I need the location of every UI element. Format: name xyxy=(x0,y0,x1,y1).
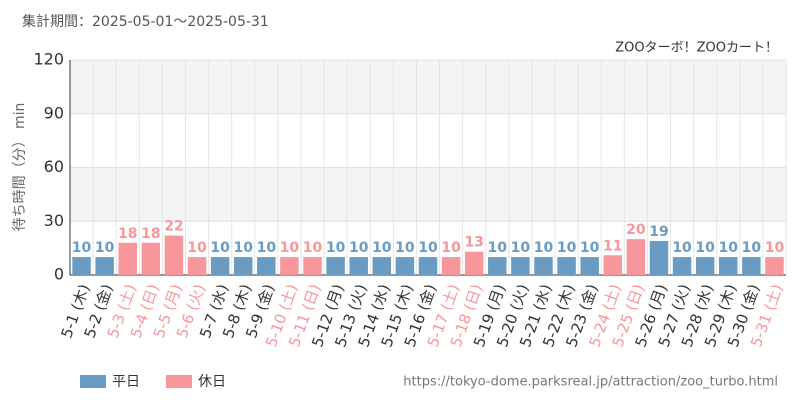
bar xyxy=(210,257,230,275)
bar xyxy=(649,240,669,275)
value-label: 10 xyxy=(349,240,369,256)
value-label: 10 xyxy=(395,240,415,256)
legend-label: 休日 xyxy=(198,374,226,390)
legend-swatch xyxy=(80,375,106,388)
bar xyxy=(257,257,276,275)
bar xyxy=(557,257,576,275)
bar xyxy=(164,235,184,275)
y-axis-label: 待ち時間（分） min xyxy=(12,103,28,232)
bar xyxy=(233,257,253,275)
bar xyxy=(695,257,715,275)
bar xyxy=(418,257,438,275)
bar xyxy=(118,242,137,275)
bar xyxy=(603,255,623,275)
plot-band xyxy=(70,167,786,222)
bar xyxy=(280,257,299,275)
value-label: 10 xyxy=(187,240,207,256)
value-label: 10 xyxy=(719,240,739,256)
value-label: 10 xyxy=(672,240,692,256)
bar xyxy=(672,257,692,275)
bar xyxy=(326,257,345,275)
value-label: 10 xyxy=(534,240,554,256)
chart-title: 集計期間：2025-05-01～2025-05-31 xyxy=(22,13,269,30)
value-label: 10 xyxy=(326,240,346,256)
value-label: 10 xyxy=(72,240,92,256)
value-label: 18 xyxy=(141,226,160,242)
y-tick-label: 30 xyxy=(44,211,64,230)
value-label: 10 xyxy=(742,240,762,256)
value-label: 22 xyxy=(164,219,183,235)
plot-band xyxy=(70,60,786,114)
y-tick-label: 60 xyxy=(44,157,64,176)
bar xyxy=(395,257,415,275)
value-label: 10 xyxy=(765,240,785,256)
value-label: 10 xyxy=(280,240,300,256)
value-label: 10 xyxy=(511,240,531,256)
value-label: 10 xyxy=(372,240,392,256)
bar xyxy=(488,257,507,275)
value-label: 10 xyxy=(303,240,323,256)
bar xyxy=(580,257,599,275)
bar xyxy=(464,251,484,275)
value-label: 10 xyxy=(441,240,461,256)
value-label: 10 xyxy=(488,240,508,256)
bar xyxy=(372,257,392,275)
value-label: 13 xyxy=(464,235,483,251)
bar xyxy=(534,257,553,275)
bar xyxy=(742,257,761,275)
value-label: 10 xyxy=(580,240,600,256)
y-tick-label: 120 xyxy=(33,50,64,69)
source-url: https://tokyo-dome.parksreal.jp/attracti… xyxy=(403,375,778,390)
value-label: 11 xyxy=(603,238,622,254)
value-label: 10 xyxy=(418,240,438,256)
y-tick-label: 0 xyxy=(54,265,64,284)
chart-subtitle: ZOOターボ！ZOOカート！ xyxy=(615,41,778,56)
bar xyxy=(72,257,91,275)
bar xyxy=(719,257,738,275)
value-label: 19 xyxy=(649,224,668,240)
value-label: 20 xyxy=(626,222,646,238)
bar xyxy=(95,257,114,275)
y-tick-label: 90 xyxy=(44,103,64,122)
bar xyxy=(626,239,646,275)
bar xyxy=(765,257,784,275)
legend-label: 平日 xyxy=(112,374,140,390)
bar xyxy=(349,257,368,275)
value-label: 10 xyxy=(233,240,253,256)
legend-swatch xyxy=(166,375,192,388)
bar xyxy=(511,257,530,275)
value-label: 10 xyxy=(210,240,230,256)
value-label: 10 xyxy=(695,240,715,256)
bar xyxy=(187,257,207,275)
bar xyxy=(441,257,461,275)
value-label: 10 xyxy=(257,240,277,256)
value-label: 10 xyxy=(557,240,577,256)
bar xyxy=(303,257,322,275)
value-label: 18 xyxy=(118,226,137,242)
bar xyxy=(141,242,161,275)
value-label: 10 xyxy=(95,240,115,256)
